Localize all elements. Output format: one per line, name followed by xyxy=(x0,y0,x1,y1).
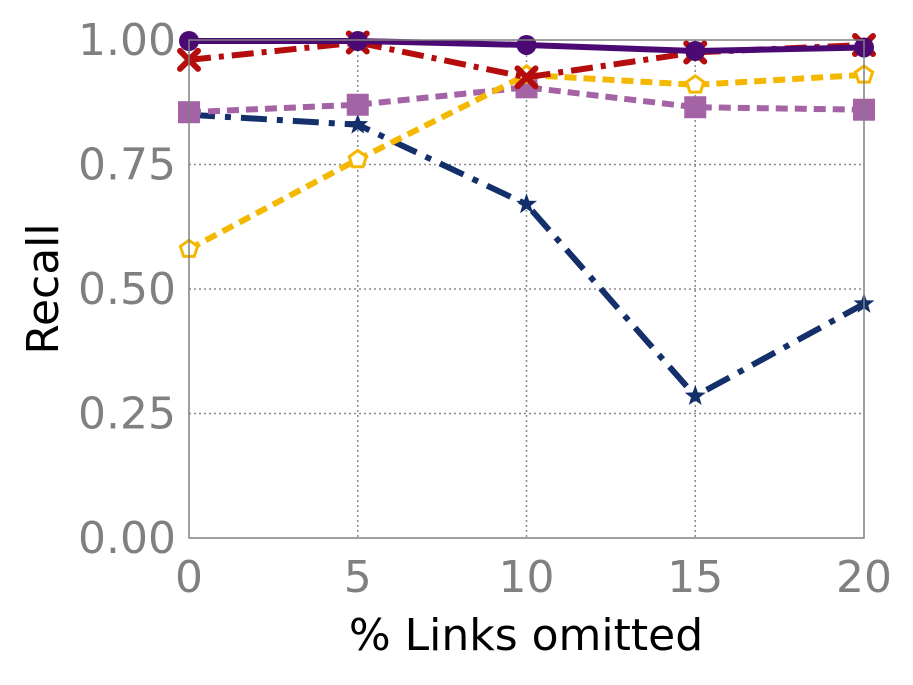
series-1 xyxy=(178,76,875,124)
data-point xyxy=(514,65,539,90)
data-point xyxy=(347,30,368,51)
x-tick-label: 0 xyxy=(175,552,203,603)
x-tick-label: 20 xyxy=(836,552,892,603)
y-tick-label: 0.00 xyxy=(78,513,176,564)
data-point xyxy=(346,93,369,116)
y-axis-title: Recall xyxy=(18,223,69,354)
data-point xyxy=(347,148,369,169)
grid xyxy=(189,40,864,538)
x-tick-label: 10 xyxy=(499,552,555,603)
data-point xyxy=(684,73,706,94)
data-point xyxy=(516,193,537,214)
series-line xyxy=(188,111,866,400)
series-0 xyxy=(178,103,875,405)
data-point xyxy=(684,385,706,405)
x-axis-title: % Links omitted xyxy=(349,610,703,661)
plot-frame xyxy=(188,39,865,539)
series-layer xyxy=(177,30,876,405)
y-tick-label: 0.75 xyxy=(78,140,176,191)
y-tick-label: 0.25 xyxy=(78,389,176,440)
data-point xyxy=(347,113,369,134)
data-point xyxy=(684,96,707,119)
data-point xyxy=(516,34,537,55)
x-tick-label: 15 xyxy=(667,552,723,603)
y-tick-label: 0.50 xyxy=(78,264,176,315)
y-tick-label: 1.00 xyxy=(78,15,176,66)
series-4 xyxy=(179,30,874,61)
tick-labels: 0 5 10 15 20 0.00 0.25 0.50 0.75 1.00 xyxy=(78,15,892,603)
x-tick-label: 5 xyxy=(344,552,372,603)
data-point xyxy=(685,40,706,61)
